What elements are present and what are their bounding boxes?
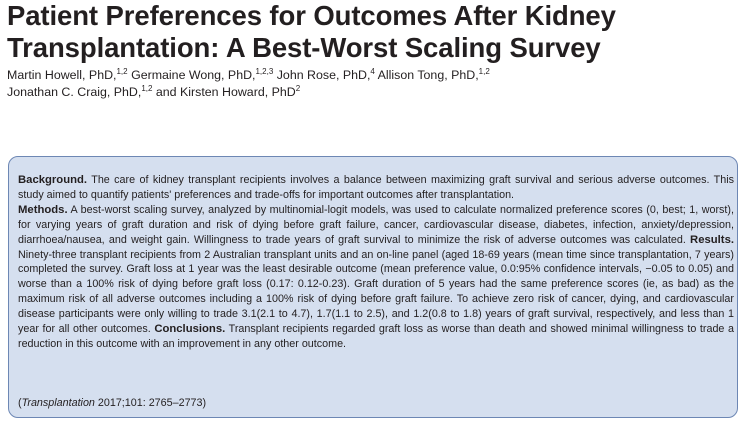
title-line-2: Transplantation: A Best-Worst Scaling Su…	[7, 32, 601, 63]
results-label: Results.	[690, 233, 734, 246]
author-affiliation: 2	[295, 84, 301, 93]
background-text: The care of kidney transplant recipients…	[18, 174, 734, 201]
author-name: John Rose, PhD,	[276, 68, 371, 82]
author-affiliation: 1,2	[478, 67, 490, 76]
citation: (Transplantation 2017;101: 2765–2773)	[18, 396, 206, 410]
citation-details: 2017;101: 2765–2773)	[94, 397, 207, 409]
author-name: Jonathan C. Craig, PhD,	[7, 85, 142, 99]
author-name: Allison Tong, PhD,	[377, 68, 479, 82]
title-line-1: Patient Preferences for Outcomes After K…	[7, 0, 616, 31]
abstract-text: Background. The care of kidney transplan…	[18, 173, 734, 352]
background-label: Background.	[18, 174, 88, 186]
conclusions-label: Conclusions.	[154, 323, 226, 336]
author-name: Martin Howell, PhD,	[7, 68, 117, 82]
author-affiliation: 4	[370, 67, 375, 76]
citation-journal: Transplantation	[21, 397, 95, 409]
conclusions-text: Transplant recipients regarded graft los…	[18, 323, 734, 350]
paper-title: Patient Preferences for Outcomes After K…	[7, 0, 747, 64]
author-name: Germaine Wong, PhD,	[131, 68, 256, 82]
citation-open: (	[18, 397, 22, 409]
author-name: and Kirsten Howard, PhD	[155, 85, 296, 99]
methods-text: A best-worst scaling survey, analyzed by…	[18, 203, 734, 246]
methods-label: Methods.	[18, 203, 68, 216]
author-list: Martin Howell, PhD,1,2 Germaine Wong, Ph…	[7, 67, 747, 101]
author-affiliation: 1,2	[116, 67, 128, 76]
author-affiliation: 1,2	[141, 84, 153, 93]
results-text: Ninety-three transplant recipients from …	[18, 248, 734, 336]
abstract-box	[8, 156, 738, 418]
author-affiliation: 1,2,3	[255, 67, 274, 76]
